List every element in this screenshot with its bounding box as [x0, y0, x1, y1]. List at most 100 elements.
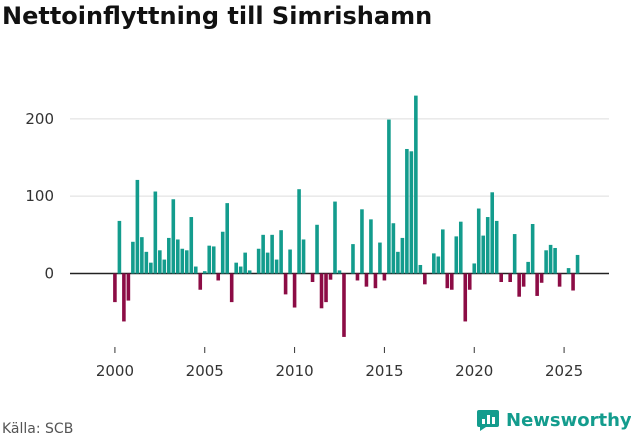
- bar: [512, 234, 517, 274]
- bar: [553, 247, 557, 274]
- bar: [131, 241, 135, 274]
- bar: [530, 224, 535, 274]
- source-note: Källa: SCB: [2, 421, 74, 437]
- bar: [481, 235, 486, 274]
- bar: [355, 273, 360, 281]
- bar: [315, 224, 319, 274]
- bar: [167, 237, 171, 274]
- bars: [113, 95, 580, 337]
- bar: [211, 246, 216, 274]
- bar: [351, 244, 355, 274]
- bar: [265, 252, 270, 274]
- bar: [387, 119, 391, 274]
- bar: [207, 245, 212, 274]
- newsworthy-logo-icon: [477, 410, 499, 431]
- bar: [279, 230, 283, 274]
- bar: [220, 231, 225, 274]
- bar: [261, 234, 265, 274]
- x-tick-label: 2025: [545, 362, 583, 380]
- bar: [216, 273, 221, 281]
- bar: [225, 203, 229, 274]
- bar: [544, 250, 548, 274]
- bar: [548, 244, 553, 274]
- bar: [310, 273, 315, 283]
- bar: [202, 271, 207, 274]
- bar: [517, 273, 521, 297]
- bar: [539, 273, 544, 283]
- bar: [247, 270, 252, 274]
- bar: [301, 239, 306, 274]
- bar: [449, 273, 454, 290]
- bar: [467, 273, 472, 290]
- bar: [378, 242, 382, 274]
- chart-title: Nettoinflyttning till Simrishamn: [2, 2, 433, 30]
- bar: [458, 221, 463, 274]
- newsworthy-logo[interactable]: Newsworthy: [476, 408, 631, 432]
- bar: [270, 234, 274, 274]
- bar: [391, 223, 396, 274]
- bar: [418, 264, 423, 274]
- bar: [229, 273, 234, 303]
- bar: [189, 217, 194, 274]
- bar: [113, 273, 117, 303]
- bar: [238, 266, 243, 274]
- y-tick-label: 200: [25, 110, 54, 128]
- y-axis-ticks: 0 100 200: [25, 110, 54, 283]
- bar: [575, 254, 580, 274]
- x-tick-label: 2005: [186, 362, 224, 380]
- bar: [122, 273, 126, 322]
- bar: [557, 273, 562, 287]
- bar: [535, 273, 539, 296]
- bar: [184, 250, 189, 274]
- bar: [256, 248, 261, 274]
- bar: [441, 229, 445, 274]
- bar: [193, 266, 198, 274]
- bar: [360, 209, 364, 274]
- bar: [490, 192, 495, 274]
- bar: [162, 259, 167, 274]
- bar: [405, 148, 409, 274]
- bar: [117, 220, 122, 274]
- bar: [400, 237, 405, 274]
- bar: [396, 251, 400, 274]
- bar: [364, 273, 369, 287]
- bar: [494, 220, 499, 274]
- bar: [319, 273, 324, 309]
- bar: [432, 253, 436, 274]
- bar: [274, 259, 279, 274]
- bar: [571, 273, 575, 291]
- bar: [454, 236, 459, 274]
- bar: [158, 250, 162, 274]
- bar: [283, 273, 288, 295]
- x-axis-ticks: 2000 2005 2010 2015 2020 2025: [96, 347, 583, 380]
- bar: [292, 273, 297, 308]
- bar: [153, 191, 158, 274]
- bar: [126, 273, 131, 301]
- bar: [297, 189, 301, 274]
- bar: [198, 273, 203, 290]
- bar: [526, 261, 530, 274]
- bar: [144, 251, 149, 274]
- bar: [485, 217, 490, 274]
- x-tick-label: 2020: [455, 362, 493, 380]
- bar: [409, 151, 414, 274]
- bar: [521, 273, 526, 287]
- bar: [243, 252, 247, 274]
- x-tick-label: 2010: [275, 362, 313, 380]
- bar: [463, 273, 468, 322]
- bar: [234, 262, 238, 274]
- bar: [135, 179, 140, 274]
- bar: [333, 201, 337, 274]
- bar: [149, 262, 153, 274]
- bar: [472, 263, 477, 274]
- brand-name: Newsworthy: [506, 409, 631, 431]
- bar: [328, 273, 333, 280]
- bar: [436, 256, 441, 274]
- bar: [373, 273, 378, 289]
- bar: [423, 273, 427, 285]
- bar-chart: 0 100 200 2000 2005 2010 2015 2020 2025: [25, 95, 609, 380]
- bar: [337, 270, 342, 274]
- x-tick-label: 2015: [365, 362, 403, 380]
- bar: [140, 237, 144, 274]
- bar: [476, 208, 481, 274]
